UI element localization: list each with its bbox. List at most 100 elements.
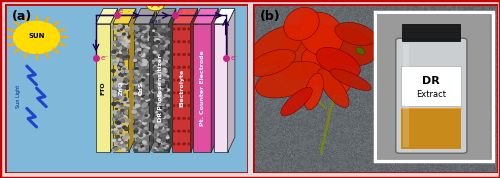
Circle shape — [166, 137, 169, 138]
Circle shape — [124, 128, 128, 130]
Circle shape — [136, 34, 140, 37]
Circle shape — [116, 108, 117, 110]
Circle shape — [147, 43, 150, 45]
Circle shape — [163, 38, 166, 40]
Circle shape — [154, 113, 158, 116]
Circle shape — [138, 30, 141, 32]
Circle shape — [188, 79, 190, 81]
Circle shape — [116, 111, 119, 114]
Circle shape — [164, 130, 166, 132]
Circle shape — [138, 111, 143, 114]
Circle shape — [157, 61, 160, 63]
Circle shape — [165, 89, 166, 90]
Circle shape — [114, 129, 116, 130]
Circle shape — [139, 48, 142, 50]
Text: Extract: Extract — [416, 90, 446, 99]
Circle shape — [164, 74, 166, 76]
Circle shape — [172, 92, 175, 94]
Circle shape — [142, 96, 144, 97]
Circle shape — [118, 111, 120, 113]
Circle shape — [118, 122, 121, 124]
Circle shape — [138, 122, 141, 125]
Circle shape — [133, 126, 137, 129]
Circle shape — [116, 35, 118, 36]
Circle shape — [156, 49, 160, 51]
Circle shape — [188, 66, 190, 68]
Circle shape — [164, 60, 166, 61]
Bar — [172, 24, 190, 152]
Circle shape — [154, 83, 156, 85]
Circle shape — [164, 120, 166, 122]
Circle shape — [166, 116, 170, 118]
Circle shape — [122, 46, 126, 49]
Circle shape — [122, 62, 124, 63]
Circle shape — [134, 55, 137, 57]
Circle shape — [112, 103, 116, 106]
Circle shape — [138, 76, 140, 77]
Circle shape — [121, 86, 125, 89]
Circle shape — [120, 91, 122, 92]
Circle shape — [142, 70, 145, 72]
Circle shape — [134, 61, 136, 62]
Circle shape — [146, 132, 151, 135]
Circle shape — [138, 133, 141, 135]
Circle shape — [134, 83, 137, 85]
Circle shape — [122, 86, 126, 88]
Circle shape — [120, 79, 122, 81]
Circle shape — [117, 33, 121, 36]
Circle shape — [161, 130, 166, 133]
Circle shape — [135, 68, 138, 70]
Circle shape — [122, 84, 124, 86]
Circle shape — [166, 98, 168, 100]
Text: e: e — [119, 8, 123, 14]
Circle shape — [134, 148, 137, 151]
Circle shape — [133, 69, 136, 70]
Circle shape — [146, 91, 147, 93]
Circle shape — [113, 149, 116, 151]
Circle shape — [160, 86, 164, 88]
Circle shape — [140, 39, 142, 41]
Circle shape — [162, 73, 164, 74]
Circle shape — [140, 101, 142, 102]
Circle shape — [122, 49, 126, 52]
Circle shape — [125, 50, 127, 52]
Circle shape — [158, 108, 162, 110]
Circle shape — [114, 130, 117, 132]
Circle shape — [126, 98, 129, 101]
Circle shape — [112, 131, 115, 133]
Circle shape — [137, 131, 140, 133]
Circle shape — [160, 54, 162, 55]
Circle shape — [117, 44, 119, 46]
Circle shape — [118, 25, 122, 28]
Circle shape — [154, 38, 157, 41]
Circle shape — [121, 139, 123, 140]
Circle shape — [146, 148, 148, 150]
Circle shape — [136, 104, 140, 107]
Circle shape — [155, 138, 158, 140]
Circle shape — [142, 143, 146, 145]
Circle shape — [120, 59, 122, 60]
Circle shape — [122, 117, 125, 119]
Circle shape — [160, 41, 165, 44]
Circle shape — [120, 72, 124, 74]
Circle shape — [163, 97, 165, 99]
Circle shape — [140, 54, 144, 57]
Circle shape — [122, 71, 124, 73]
Circle shape — [122, 94, 124, 95]
Circle shape — [165, 77, 168, 79]
Circle shape — [124, 116, 126, 117]
Circle shape — [136, 139, 138, 141]
Circle shape — [158, 88, 162, 91]
Circle shape — [132, 110, 136, 113]
Circle shape — [160, 45, 164, 48]
Circle shape — [146, 44, 150, 46]
Circle shape — [146, 55, 149, 57]
Circle shape — [142, 148, 145, 150]
Circle shape — [164, 35, 168, 38]
Circle shape — [142, 70, 145, 73]
Circle shape — [117, 76, 119, 78]
Circle shape — [124, 128, 128, 130]
Circle shape — [134, 135, 138, 138]
Circle shape — [143, 39, 147, 41]
Circle shape — [160, 130, 163, 133]
